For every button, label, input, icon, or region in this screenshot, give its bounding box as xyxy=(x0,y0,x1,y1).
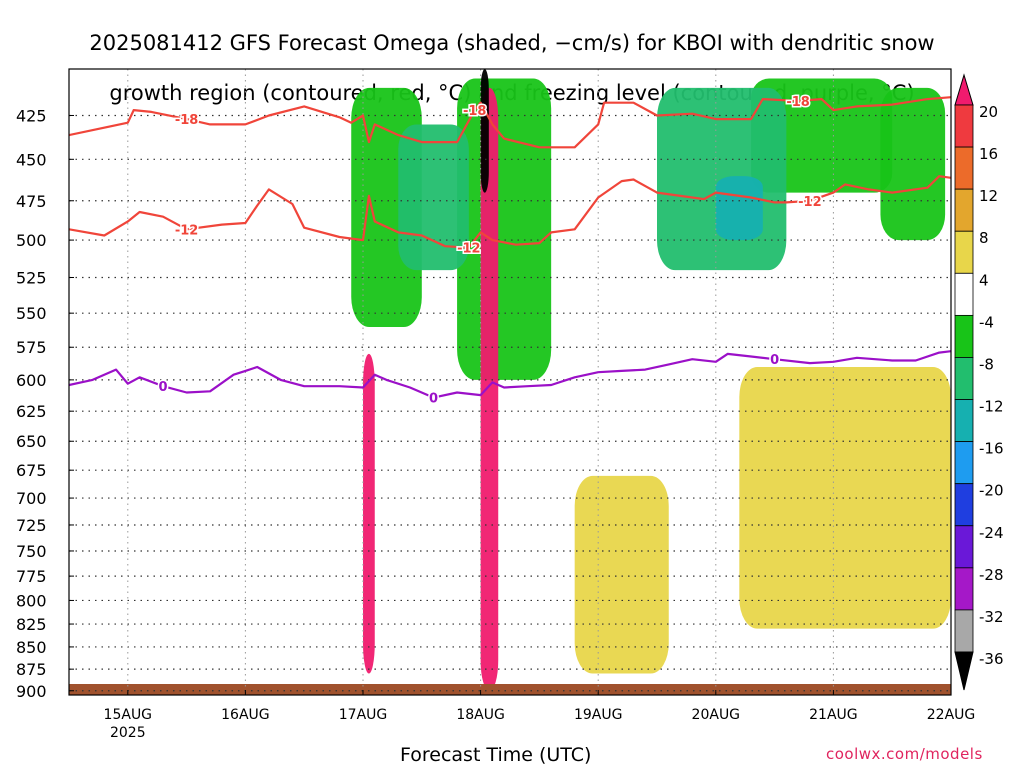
colorbar: 20 16 12 8 4 -4 -8 -12 -16 -20 -24 -28 -32 -36 xyxy=(954,73,1004,691)
colorbar-label: 8 xyxy=(979,229,989,247)
colorbar-label: 16 xyxy=(979,145,998,163)
contour-line xyxy=(69,350,951,399)
y-tick-label: 575 xyxy=(16,338,47,357)
omega-region-black xyxy=(480,69,489,193)
omega-region-yellow xyxy=(739,366,951,629)
colorbar-label: 12 xyxy=(979,187,998,205)
colorbar-bottom-arrow xyxy=(954,651,974,691)
colorbar-swatch xyxy=(954,357,974,400)
contour-label: -12 xyxy=(798,195,822,210)
colorbar-swatch xyxy=(954,609,974,653)
y-tick-label: 675 xyxy=(16,461,47,480)
contour-label: 0 xyxy=(159,380,168,395)
y-tick-label: 700 xyxy=(16,489,47,508)
y-tick-label: 525 xyxy=(16,268,47,287)
ground-band xyxy=(69,684,951,695)
y-tick-label: 900 xyxy=(16,682,47,701)
contour-label: -12 xyxy=(457,242,481,257)
colorbar-swatch xyxy=(954,272,974,316)
contour-label: 0 xyxy=(770,353,779,368)
x-axis-title: Forecast Time (UTC) xyxy=(400,744,592,766)
colorbar-label: -12 xyxy=(979,398,1004,416)
omega-region-pink xyxy=(363,353,375,674)
colorbar-label: -20 xyxy=(979,482,1004,500)
y-tick-label: 800 xyxy=(16,591,47,610)
contour-line xyxy=(69,96,951,149)
x-tick-label: 16AUG xyxy=(221,707,270,723)
contour-label: -18 xyxy=(463,104,487,119)
contour-lines: -18 -18 -18 -12 -12 -12 0 0 0 xyxy=(69,93,951,408)
colorbar-label: 20 xyxy=(979,103,998,121)
chart-title-line-1: 2025081412 GFS Forecast Omega (shaded, −… xyxy=(89,31,935,55)
y-axis-ticks: 425 450 475 500 525 550 575 600 625 650 675 700 725 7… xyxy=(16,106,74,701)
x-tick-label: 19AUG xyxy=(574,707,623,723)
x-axis-ticks: 15AUG 2025 16AUG 17AUG 18AUG 19AUG 20AUG 21AUG 2… xyxy=(104,690,976,741)
colorbar-swatch xyxy=(954,104,974,148)
y-tick-label: 625 xyxy=(16,402,47,421)
omega-shading xyxy=(351,69,951,691)
y-tick-label: 650 xyxy=(16,432,47,451)
colorbar-swatch xyxy=(954,314,974,358)
plot-frame xyxy=(68,68,952,696)
y-tick-label: 825 xyxy=(16,615,47,634)
colorbar-swatch xyxy=(954,188,974,232)
x-tick-label: 17AUG xyxy=(339,707,388,723)
y-tick-label: 425 xyxy=(16,106,47,125)
colorbar-label: -24 xyxy=(979,524,1004,542)
contour-label: -12 xyxy=(175,223,199,238)
omega-region-cyan xyxy=(715,176,763,241)
y-tick-label: 450 xyxy=(16,150,47,169)
x-tick-label: 20AUG xyxy=(692,707,741,723)
y-tick-label: 475 xyxy=(16,192,47,211)
colorbar-swatch xyxy=(954,399,974,443)
colorbar-swatch xyxy=(954,230,974,274)
colorbar-swatch xyxy=(954,146,974,190)
omega-region-green xyxy=(880,87,946,241)
y-tick-label: 500 xyxy=(16,231,47,250)
colorbar-swatch xyxy=(954,483,974,527)
omega-region-pink xyxy=(480,87,499,691)
omega-region-yellow xyxy=(574,475,669,674)
y-tick-label: 875 xyxy=(16,660,47,679)
colorbar-swatch xyxy=(954,441,974,485)
colorbar-label: -36 xyxy=(979,650,1004,668)
y-tick-label: 600 xyxy=(16,371,47,390)
y-tick-label: 850 xyxy=(16,638,47,657)
colorbar-label: -32 xyxy=(979,608,1004,626)
y-tick-label: 550 xyxy=(16,304,47,323)
colorbar-label: -4 xyxy=(979,313,994,331)
contour-label: -18 xyxy=(175,113,199,128)
colorbar-label: -28 xyxy=(979,566,1004,584)
x-tick-label: 21AUG xyxy=(809,707,858,723)
colorbar-label: -8 xyxy=(979,355,994,373)
colorbar-label: -16 xyxy=(979,440,1004,458)
credit-link[interactable]: coolwx.com/models xyxy=(826,745,983,763)
contour-label: 0 xyxy=(429,392,438,407)
y-tick-label: 750 xyxy=(16,542,47,561)
omega-region-green xyxy=(457,78,552,380)
colorbar-label: 4 xyxy=(979,271,989,289)
colorbar-swatch xyxy=(954,525,974,569)
colorbar-top-arrow xyxy=(954,73,974,106)
contour-line xyxy=(69,175,951,249)
colorbar-swatch xyxy=(954,567,974,611)
y-tick-label: 725 xyxy=(16,516,47,535)
x-tick-label: 22AUG xyxy=(927,707,976,723)
x-tick-label: 15AUG xyxy=(104,707,153,723)
x-tick-sublabel: 2025 xyxy=(110,725,146,741)
y-tick-label: 775 xyxy=(16,567,47,586)
ground-surface xyxy=(69,684,951,695)
x-tick-label: 18AUG xyxy=(456,707,505,723)
contour-label: -18 xyxy=(786,95,810,110)
